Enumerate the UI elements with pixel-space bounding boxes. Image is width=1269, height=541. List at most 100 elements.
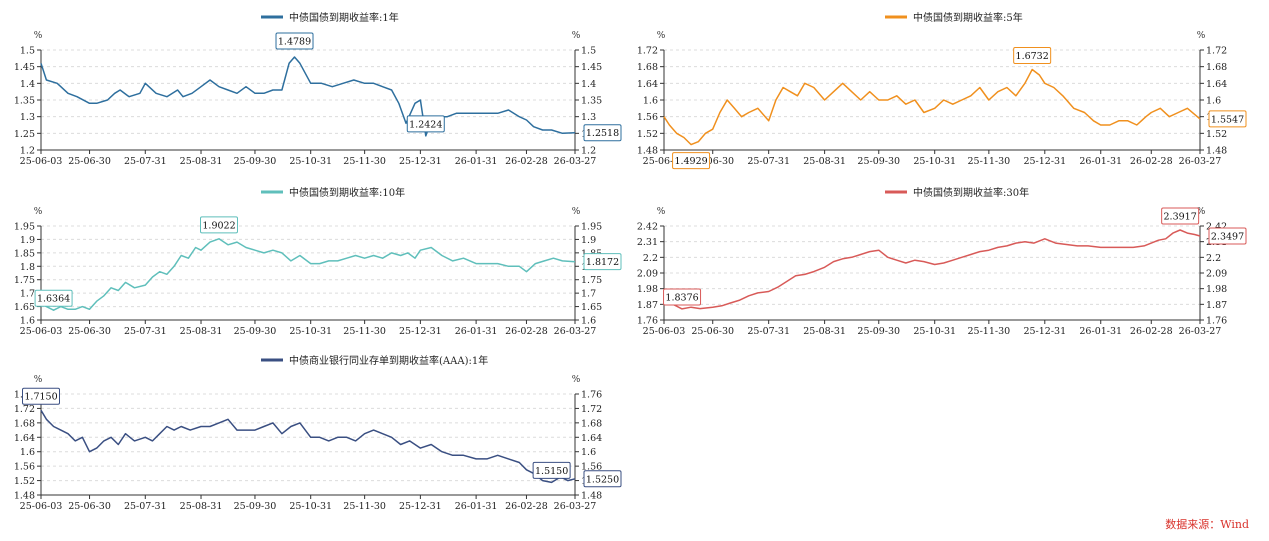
x-tick-label: 25-11-30 bbox=[343, 156, 386, 167]
y-tick-label-right: 2.2 bbox=[1206, 253, 1221, 264]
callout-value: 1.4789 bbox=[278, 37, 311, 48]
x-tick-label: 26-03-27 bbox=[554, 156, 597, 167]
callout-value: 1.9022 bbox=[202, 220, 235, 231]
callout-value: 2.3497 bbox=[1211, 232, 1244, 243]
value-callout: 2.3917 bbox=[1161, 207, 1200, 225]
value-callout: 1.2518 bbox=[583, 124, 622, 142]
y-tick-label-left: 1.2 bbox=[20, 146, 35, 157]
chart-panel-5: 中债商业银行同业存单到期收益率(AAA):1年% % 1.48 1.48 1.52 1.5… bbox=[14, 354, 622, 512]
y-tick-label-left: 1.95 bbox=[14, 222, 35, 233]
value-callout: 1.4929 bbox=[672, 152, 711, 170]
x-tick-label: 26-01-31 bbox=[1079, 156, 1122, 167]
y-tick-label-left: 1.25 bbox=[14, 129, 35, 140]
y-tick-label-left: 1.45 bbox=[14, 62, 35, 73]
callout-value: 2.3917 bbox=[1164, 212, 1197, 223]
callout-box bbox=[583, 253, 622, 271]
x-tick-label: 25-09-30 bbox=[234, 501, 277, 512]
y-tick-label-left: 1.6 bbox=[20, 447, 35, 458]
y-tick-label-left: 1.6 bbox=[643, 96, 658, 107]
y-unit-left: % bbox=[34, 31, 43, 41]
callout-value: 1.8172 bbox=[586, 257, 619, 268]
x-tick-label: 25-10-31 bbox=[913, 156, 956, 167]
y-tick-label-left: 1.7 bbox=[20, 289, 35, 300]
y-tick-label-right: 1.6 bbox=[1206, 96, 1221, 107]
y-tick-label-left: 1.85 bbox=[14, 248, 35, 259]
x-tick-label: 25-12-31 bbox=[399, 326, 442, 337]
x-tick-label: 26-01-31 bbox=[455, 156, 498, 167]
x-tick-label: 26-02-28 bbox=[1130, 326, 1173, 337]
x-tick-label: 25-06-30 bbox=[691, 326, 734, 337]
x-tick-label: 25-08-31 bbox=[180, 326, 223, 337]
callout-box bbox=[583, 124, 622, 142]
y-tick-label-left: 2.31 bbox=[637, 237, 658, 248]
y-tick-label-right: 1.5 bbox=[581, 46, 596, 57]
y-tick-label-left: 2.42 bbox=[637, 222, 658, 233]
y-tick-label-left: 1.76 bbox=[637, 316, 658, 327]
y-tick-label-left: 1.52 bbox=[14, 476, 35, 487]
value-callout: 1.5250 bbox=[583, 470, 622, 488]
value-callout: 1.7150 bbox=[22, 387, 60, 405]
callout-value: 1.6364 bbox=[37, 294, 70, 305]
x-tick-label: 26-02-28 bbox=[1130, 156, 1173, 167]
x-tick-label: 26-01-31 bbox=[455, 501, 498, 512]
x-tick-label: 26-01-31 bbox=[1079, 326, 1122, 337]
x-tick-label: 26-03-27 bbox=[554, 326, 597, 337]
x-tick-label: 25-10-31 bbox=[289, 501, 332, 512]
callout-box bbox=[22, 387, 60, 405]
x-tick-label: 25-07-31 bbox=[747, 156, 790, 167]
x-tick-label: 25-06-30 bbox=[68, 501, 111, 512]
y-unit-right: % bbox=[1197, 207, 1206, 217]
x-tick-label: 25-08-31 bbox=[803, 326, 846, 337]
x-tick-label: 25-06-03 bbox=[20, 326, 63, 337]
y-tick-label-right: 2.09 bbox=[1206, 269, 1227, 280]
x-tick-label: 25-08-31 bbox=[180, 156, 223, 167]
value-callout: 1.9022 bbox=[200, 216, 238, 234]
x-tick-label: 25-06-03 bbox=[20, 156, 63, 167]
x-tick-label: 25-06-30 bbox=[68, 326, 111, 337]
x-tick-label: 25-10-31 bbox=[913, 326, 956, 337]
x-tick-label: 25-11-30 bbox=[343, 326, 386, 337]
y-unit-left: % bbox=[657, 31, 666, 41]
value-callout: 1.8376 bbox=[663, 288, 702, 306]
x-tick-label: 26-01-31 bbox=[455, 326, 498, 337]
x-tick-label: 25-07-31 bbox=[124, 156, 167, 167]
y-tick-label-right: 1.6 bbox=[581, 316, 596, 327]
x-tick-label: 25-06-03 bbox=[643, 156, 686, 167]
x-tick-label: 25-08-31 bbox=[180, 501, 223, 512]
x-tick-label: 26-02-28 bbox=[505, 156, 548, 167]
y-tick-label-left: 1.3 bbox=[20, 112, 35, 123]
x-tick-label: 25-06-30 bbox=[68, 156, 111, 167]
y-unit-right: % bbox=[1197, 31, 1206, 41]
y-tick-label-right: 1.9 bbox=[581, 235, 596, 246]
data-source-note: 数据来源：Wind bbox=[1165, 518, 1249, 531]
y-tick-label-right: 2.42 bbox=[1206, 222, 1227, 233]
callout-value: 1.7150 bbox=[24, 392, 57, 403]
y-tick-label-left: 2.2 bbox=[643, 253, 658, 264]
callout-box bbox=[1013, 47, 1052, 64]
callout-value: 1.2424 bbox=[409, 119, 442, 130]
y-tick-label-right: 1.48 bbox=[581, 491, 602, 502]
y-tick-label-right: 1.98 bbox=[1206, 284, 1227, 295]
x-tick-label: 26-03-27 bbox=[1179, 156, 1222, 167]
y-tick-label-right: 1.64 bbox=[1206, 79, 1227, 90]
series-line bbox=[40, 238, 576, 311]
callout-box bbox=[663, 288, 702, 306]
callout-box bbox=[200, 216, 238, 234]
y-tick-label-left: 1.75 bbox=[14, 275, 35, 286]
y-unit-left: % bbox=[34, 207, 43, 217]
y-tick-label-left: 1.9 bbox=[20, 235, 35, 246]
value-callout: 1.8172 bbox=[583, 253, 622, 271]
y-tick-label-right: 1.75 bbox=[581, 275, 602, 286]
y-tick-label-left: 1.35 bbox=[14, 96, 35, 107]
callout-value: 1.4929 bbox=[674, 156, 707, 167]
x-tick-label: 25-08-31 bbox=[803, 156, 846, 167]
callout-value: 1.5150 bbox=[535, 466, 568, 477]
series-line bbox=[40, 56, 576, 137]
callout-value: 1.5547 bbox=[1211, 114, 1244, 125]
callout-box bbox=[275, 32, 314, 50]
y-tick-label-right: 1.95 bbox=[581, 222, 602, 233]
y-tick-label-left: 1.6 bbox=[20, 316, 35, 327]
y-tick-label-left: 1.48 bbox=[637, 146, 658, 157]
y-tick-label-left: 1.65 bbox=[14, 302, 35, 313]
y-tick-label-right: 1.68 bbox=[581, 418, 602, 429]
